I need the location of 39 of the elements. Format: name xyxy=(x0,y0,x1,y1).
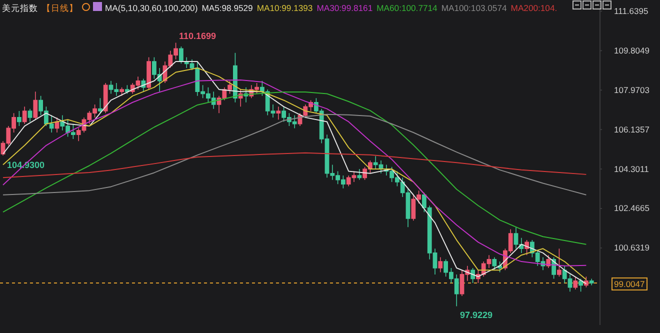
y-tick-label: 109.8049 xyxy=(614,45,650,56)
candlestick xyxy=(33,91,38,120)
y-tick-label: 106.1357 xyxy=(614,124,650,134)
candlestick xyxy=(557,248,562,278)
candlestick xyxy=(589,278,594,286)
candlestick xyxy=(438,256,443,273)
ref-line-label: 99.0047 xyxy=(614,278,645,289)
candlestick xyxy=(146,56,151,90)
candlestick xyxy=(98,98,102,114)
y-tick-label: 111.6395 xyxy=(614,6,648,16)
candlestick xyxy=(573,276,578,290)
chart-title: 美元指数 xyxy=(2,3,38,13)
annotation: 110.1699 xyxy=(179,31,216,41)
text: MA200:104. xyxy=(510,3,558,13)
y-tick-label: 102.4665 xyxy=(614,203,650,214)
candlestick xyxy=(120,86,124,96)
candlestick xyxy=(416,190,421,204)
candlestick xyxy=(103,82,108,114)
candlestick xyxy=(411,194,416,222)
annotation: 97.9229 xyxy=(460,310,493,320)
candlestick xyxy=(357,168,362,180)
candlestick xyxy=(179,46,184,64)
candlestick xyxy=(22,106,27,124)
text: MA10:99.1393 xyxy=(256,3,313,13)
annotation: MA(5,10,30,60,100,200) xyxy=(105,3,198,13)
candlestick xyxy=(125,84,130,94)
y-tick-label: 104.3011 xyxy=(614,164,650,174)
candlestick xyxy=(17,110,22,126)
y-tick-label: 100.6319 xyxy=(614,242,650,253)
text: MA30:99.8161 xyxy=(316,3,373,13)
text: MA60:100.7714 xyxy=(376,3,438,13)
text: MA100:103.0574 xyxy=(441,3,507,13)
y-tick-label: 107.9703 xyxy=(614,84,650,95)
text: MA5:98.9529 xyxy=(202,3,254,13)
candlestick xyxy=(54,117,60,133)
candlestick xyxy=(578,278,583,292)
candlestick xyxy=(276,106,281,120)
candlestick xyxy=(28,108,32,122)
text: 【日线】 xyxy=(42,3,78,13)
